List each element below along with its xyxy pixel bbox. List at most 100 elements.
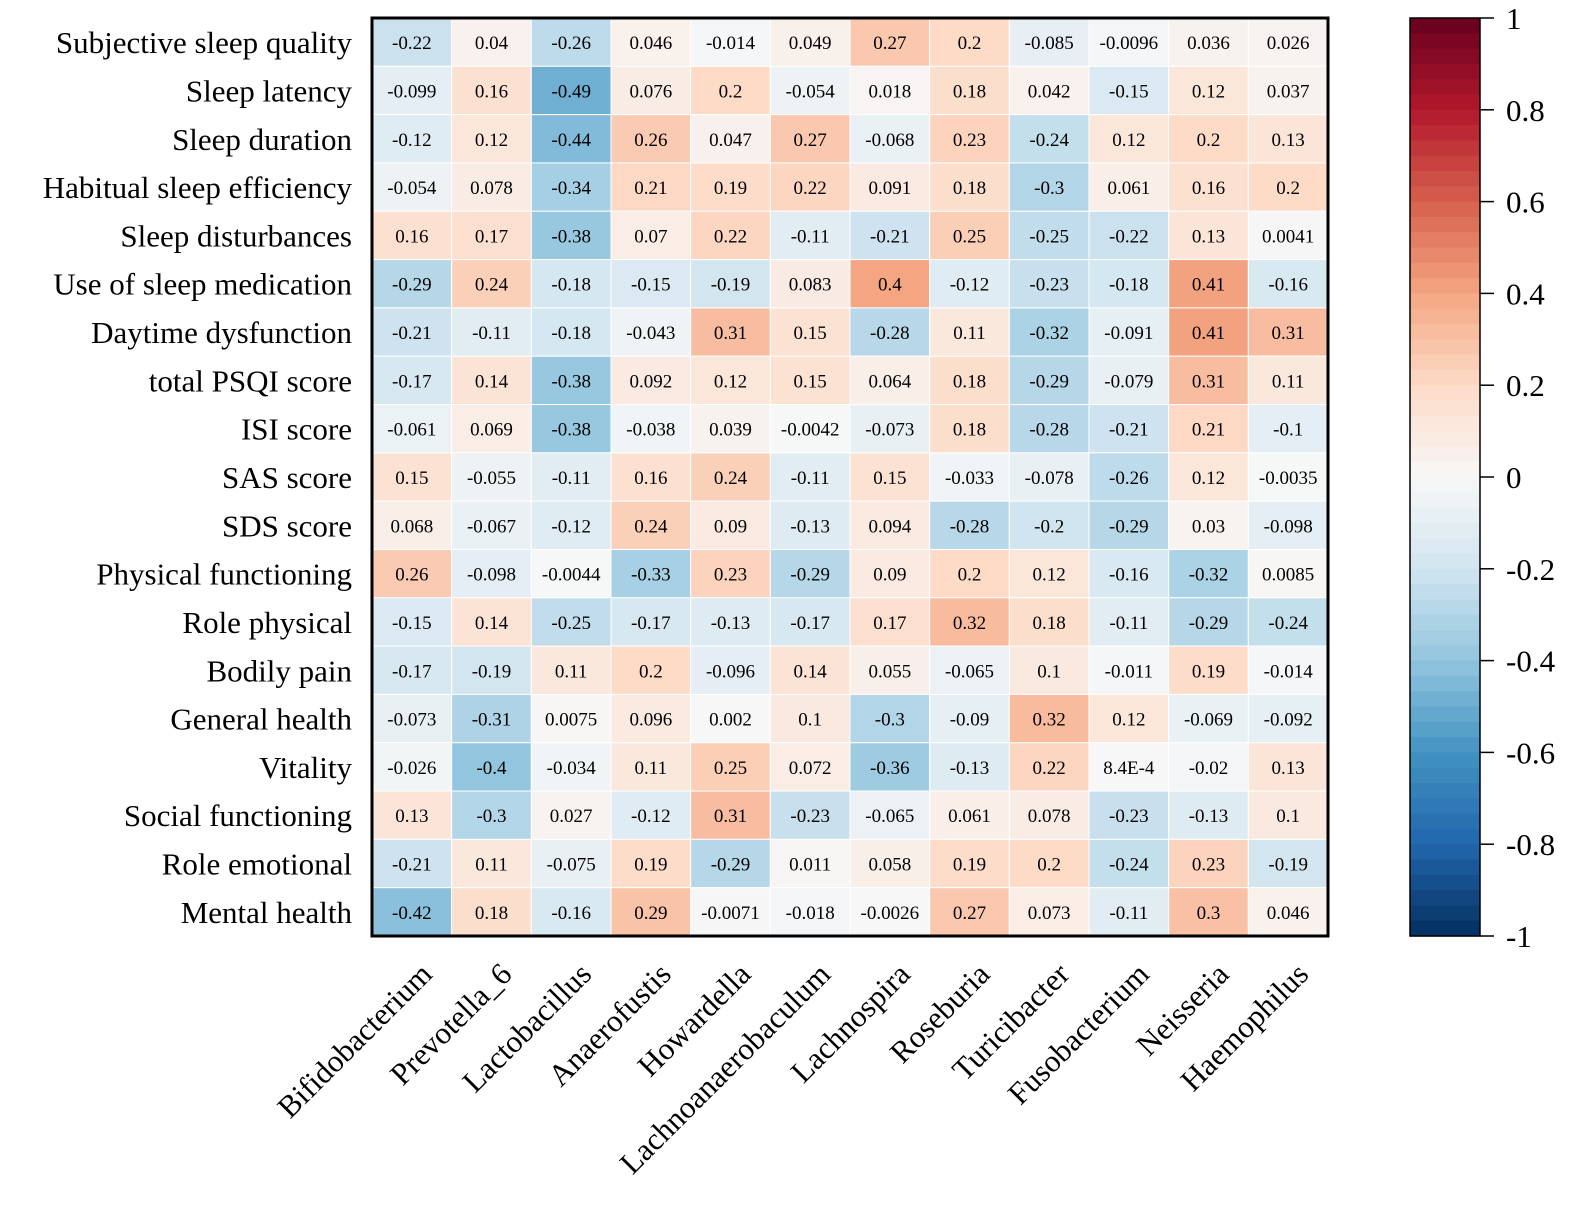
colorbar-band [1410, 94, 1480, 111]
cell-value: -0.069 [1184, 710, 1233, 731]
cell-value: 0.23 [953, 130, 986, 151]
cell-value: 0.27 [794, 130, 827, 151]
cell-value: -0.011 [1105, 661, 1153, 682]
colorbar-band [1410, 752, 1480, 769]
heatmap-cell [451, 597, 532, 647]
cell-value: 0.19 [953, 855, 986, 876]
cell-value: -0.23 [1109, 806, 1149, 827]
row-label-sas-score: SAS score [222, 460, 352, 495]
cell-value: 0.076 [629, 81, 672, 102]
colorbar-band [1410, 706, 1480, 723]
cell-value: -0.0071 [701, 903, 760, 924]
cell-value: -0.17 [392, 371, 432, 392]
cell-value: -0.018 [786, 903, 835, 924]
cell-value: 0.1 [798, 710, 822, 731]
row-label-sds-score: SDS score [222, 508, 352, 543]
heatmap-cell [1247, 887, 1329, 937]
cell-value: -0.12 [950, 275, 990, 296]
cell-value: -0.0035 [1259, 468, 1318, 489]
heatmap-cell [371, 500, 453, 550]
cell-value: 0.07 [634, 226, 667, 247]
cell-value: 0.11 [1272, 371, 1305, 392]
cell-value: -0.36 [870, 758, 910, 779]
heatmap-cell [849, 404, 931, 454]
heatmap-cell [1247, 597, 1329, 647]
heatmap-cell [1247, 307, 1329, 357]
heatmap-cell [769, 307, 851, 357]
heatmap-cell [849, 693, 931, 744]
row-label-mental-health: Mental health [181, 895, 353, 930]
colorbar-band [1410, 125, 1480, 141]
cell-value: 0.22 [714, 226, 747, 247]
cell-value: -0.11 [791, 468, 830, 489]
heatmap-cell [530, 162, 612, 212]
cell-value: 0.14 [475, 613, 509, 634]
cell-value: 0.12 [1192, 81, 1225, 102]
colorbar-band [1410, 324, 1480, 340]
cell-value: 0.2 [1037, 855, 1061, 876]
colorbar-band [1410, 369, 1480, 386]
heatmap-cell [1008, 404, 1090, 454]
heatmap-cell [849, 500, 931, 550]
row-label-use-of-sleep-medication: Use of sleep medication [53, 267, 352, 302]
heatmap-cell [1088, 645, 1170, 695]
cell-value: -0.28 [950, 516, 990, 537]
heatmap-cell [769, 17, 851, 67]
cell-value: -0.078 [1025, 468, 1074, 489]
cell-value: -0.014 [706, 33, 756, 54]
heatmap-cell [1247, 500, 1329, 550]
heatmap-cell [1088, 162, 1170, 212]
heatmap-cell [530, 887, 612, 937]
cell-value: 0.026 [1267, 33, 1310, 54]
colorbar-gradient [1410, 18, 1480, 937]
cell-value: 0.11 [475, 855, 508, 876]
colorbar-band [1410, 507, 1480, 524]
cell-value: -0.29 [1189, 613, 1229, 634]
heatmap-cell [849, 307, 931, 357]
colorbar-band [1410, 844, 1480, 861]
cell-value: -0.09 [950, 710, 990, 731]
cell-value: 0.061 [1107, 178, 1150, 199]
cell-value: 0.039 [709, 420, 752, 441]
heatmap-cell [690, 790, 771, 840]
cell-value: -0.29 [711, 855, 751, 876]
heatmap-cell [451, 887, 532, 937]
heatmap-cell [371, 742, 453, 792]
row-label-social-functioning: Social functioning [124, 798, 352, 833]
cell-value: 0.18 [953, 420, 986, 441]
row-label-role-emotional: Role emotional [162, 847, 352, 882]
row-label-subjective-sleep-quality: Subjective sleep quality [56, 25, 353, 60]
heatmap-cell [610, 693, 692, 744]
heatmap-cell [690, 838, 771, 889]
heatmap-cell [1247, 645, 1329, 695]
heatmap-cell [929, 645, 1010, 695]
cell-value: 0.011 [789, 855, 831, 876]
cell-value: 0.2 [719, 81, 743, 102]
heatmap-cell [1247, 114, 1329, 164]
cell-value: 0.23 [1192, 855, 1225, 876]
colorbar-band [1410, 232, 1480, 249]
colorbar: 1 0.8 0.6 0.4 0.2 0 -0.2 -0.4 -0.6 -0.8 -1 [1409, 1, 1556, 954]
colorbar-band [1410, 783, 1480, 799]
heatmap-cell [451, 452, 532, 502]
heatmap-cell [929, 452, 1010, 502]
heatmap-cell [769, 548, 851, 599]
cell-value: -0.0042 [781, 420, 840, 441]
heatmap-cell [769, 162, 851, 212]
heatmap-cell [530, 210, 612, 261]
heatmap-cell [530, 114, 612, 164]
cell-value: 0.25 [714, 758, 747, 779]
cell-value: -0.091 [1104, 323, 1153, 344]
cell-value: -0.16 [551, 903, 591, 924]
cell-value: -0.29 [392, 275, 432, 296]
cell-value: -0.24 [1029, 130, 1069, 151]
cell-value: 0.049 [789, 33, 832, 54]
heatmap-cell [610, 790, 692, 840]
heatmap-cell [451, 404, 532, 454]
cell-value: 0.27 [953, 903, 986, 924]
colorbar-band [1410, 645, 1480, 662]
heatmap-cell [1088, 452, 1170, 502]
cell-value: 0.03 [1192, 516, 1225, 537]
cell-value: -0.16 [1109, 565, 1149, 586]
